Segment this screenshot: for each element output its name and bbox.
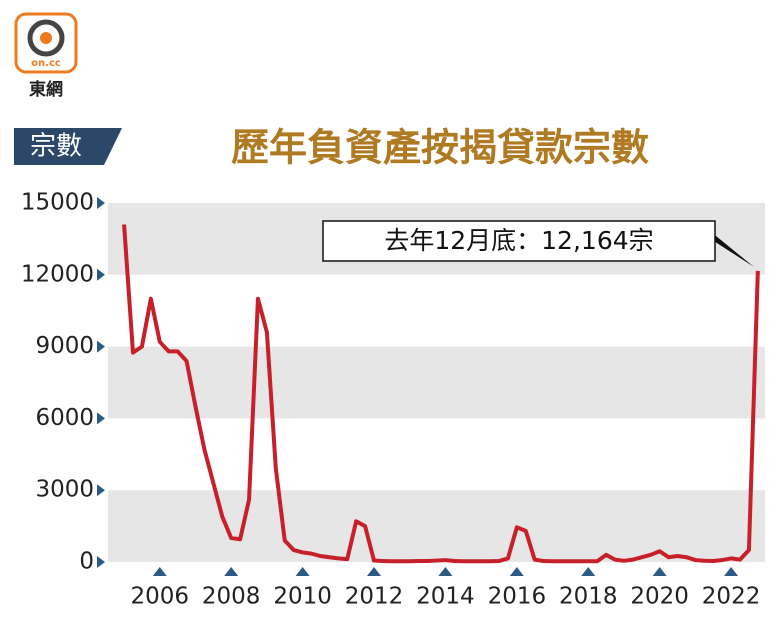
y-tick-label: 0 bbox=[79, 549, 94, 575]
y-tick-label: 6000 bbox=[35, 405, 94, 431]
y-tick-label: 9000 bbox=[35, 333, 94, 359]
y-tick-mark bbox=[97, 484, 105, 497]
x-tick-label: 2022 bbox=[702, 584, 761, 610]
logo-name: 東網 bbox=[29, 79, 63, 100]
annotation: 去年12月底：12,164宗 bbox=[384, 226, 653, 255]
x-tick-mark bbox=[224, 567, 239, 576]
x-tick-mark bbox=[652, 567, 667, 576]
plot: 0 3000 6000 9000 12000 15000 2006 2008 2010 2012 2… bbox=[21, 190, 765, 610]
x-tick-label: 2012 bbox=[345, 584, 404, 610]
logo-dot bbox=[40, 32, 52, 44]
x-tick-label: 2010 bbox=[273, 584, 332, 610]
logo-brand: on.cc bbox=[31, 58, 61, 69]
data-line bbox=[122, 224, 760, 564]
y-tick-label: 12000 bbox=[21, 261, 94, 287]
x-tick-label: 2018 bbox=[559, 584, 618, 610]
y-tick-mark bbox=[97, 556, 105, 568]
x-tick-label: 2014 bbox=[416, 584, 475, 610]
x-tick-label: 2006 bbox=[131, 584, 190, 610]
grid-band bbox=[108, 346, 765, 419]
annotation-pointer bbox=[706, 236, 754, 267]
annotation-box bbox=[322, 220, 716, 262]
x-tick-mark bbox=[581, 567, 596, 576]
chart-title: 歷年負資產按揭貸款宗數 bbox=[231, 126, 649, 170]
y-axis-label: 宗數 bbox=[30, 132, 82, 162]
y-tick-mark bbox=[97, 197, 105, 209]
x-tick-label: 2020 bbox=[630, 584, 689, 610]
y-tick-label: 3000 bbox=[35, 477, 94, 503]
x-tick-mark bbox=[438, 567, 453, 576]
x-tick-mark bbox=[152, 567, 167, 576]
logo-ring bbox=[27, 19, 65, 57]
x-tick-label: 2016 bbox=[488, 584, 547, 610]
x-tick-mark bbox=[367, 567, 382, 576]
x-tick-mark bbox=[724, 567, 739, 576]
y-tick-mark bbox=[97, 268, 105, 281]
grid-band bbox=[108, 490, 765, 562]
x-tick-mark bbox=[295, 567, 310, 576]
logo: on.cc 東網 bbox=[14, 12, 78, 100]
x-tick-mark bbox=[509, 567, 524, 576]
y-label-box bbox=[14, 128, 122, 165]
y-tick-label: 15000 bbox=[21, 190, 94, 216]
y-tick-mark bbox=[97, 340, 105, 353]
x-tick-label: 2008 bbox=[202, 584, 261, 610]
y-tick-mark bbox=[97, 412, 105, 425]
